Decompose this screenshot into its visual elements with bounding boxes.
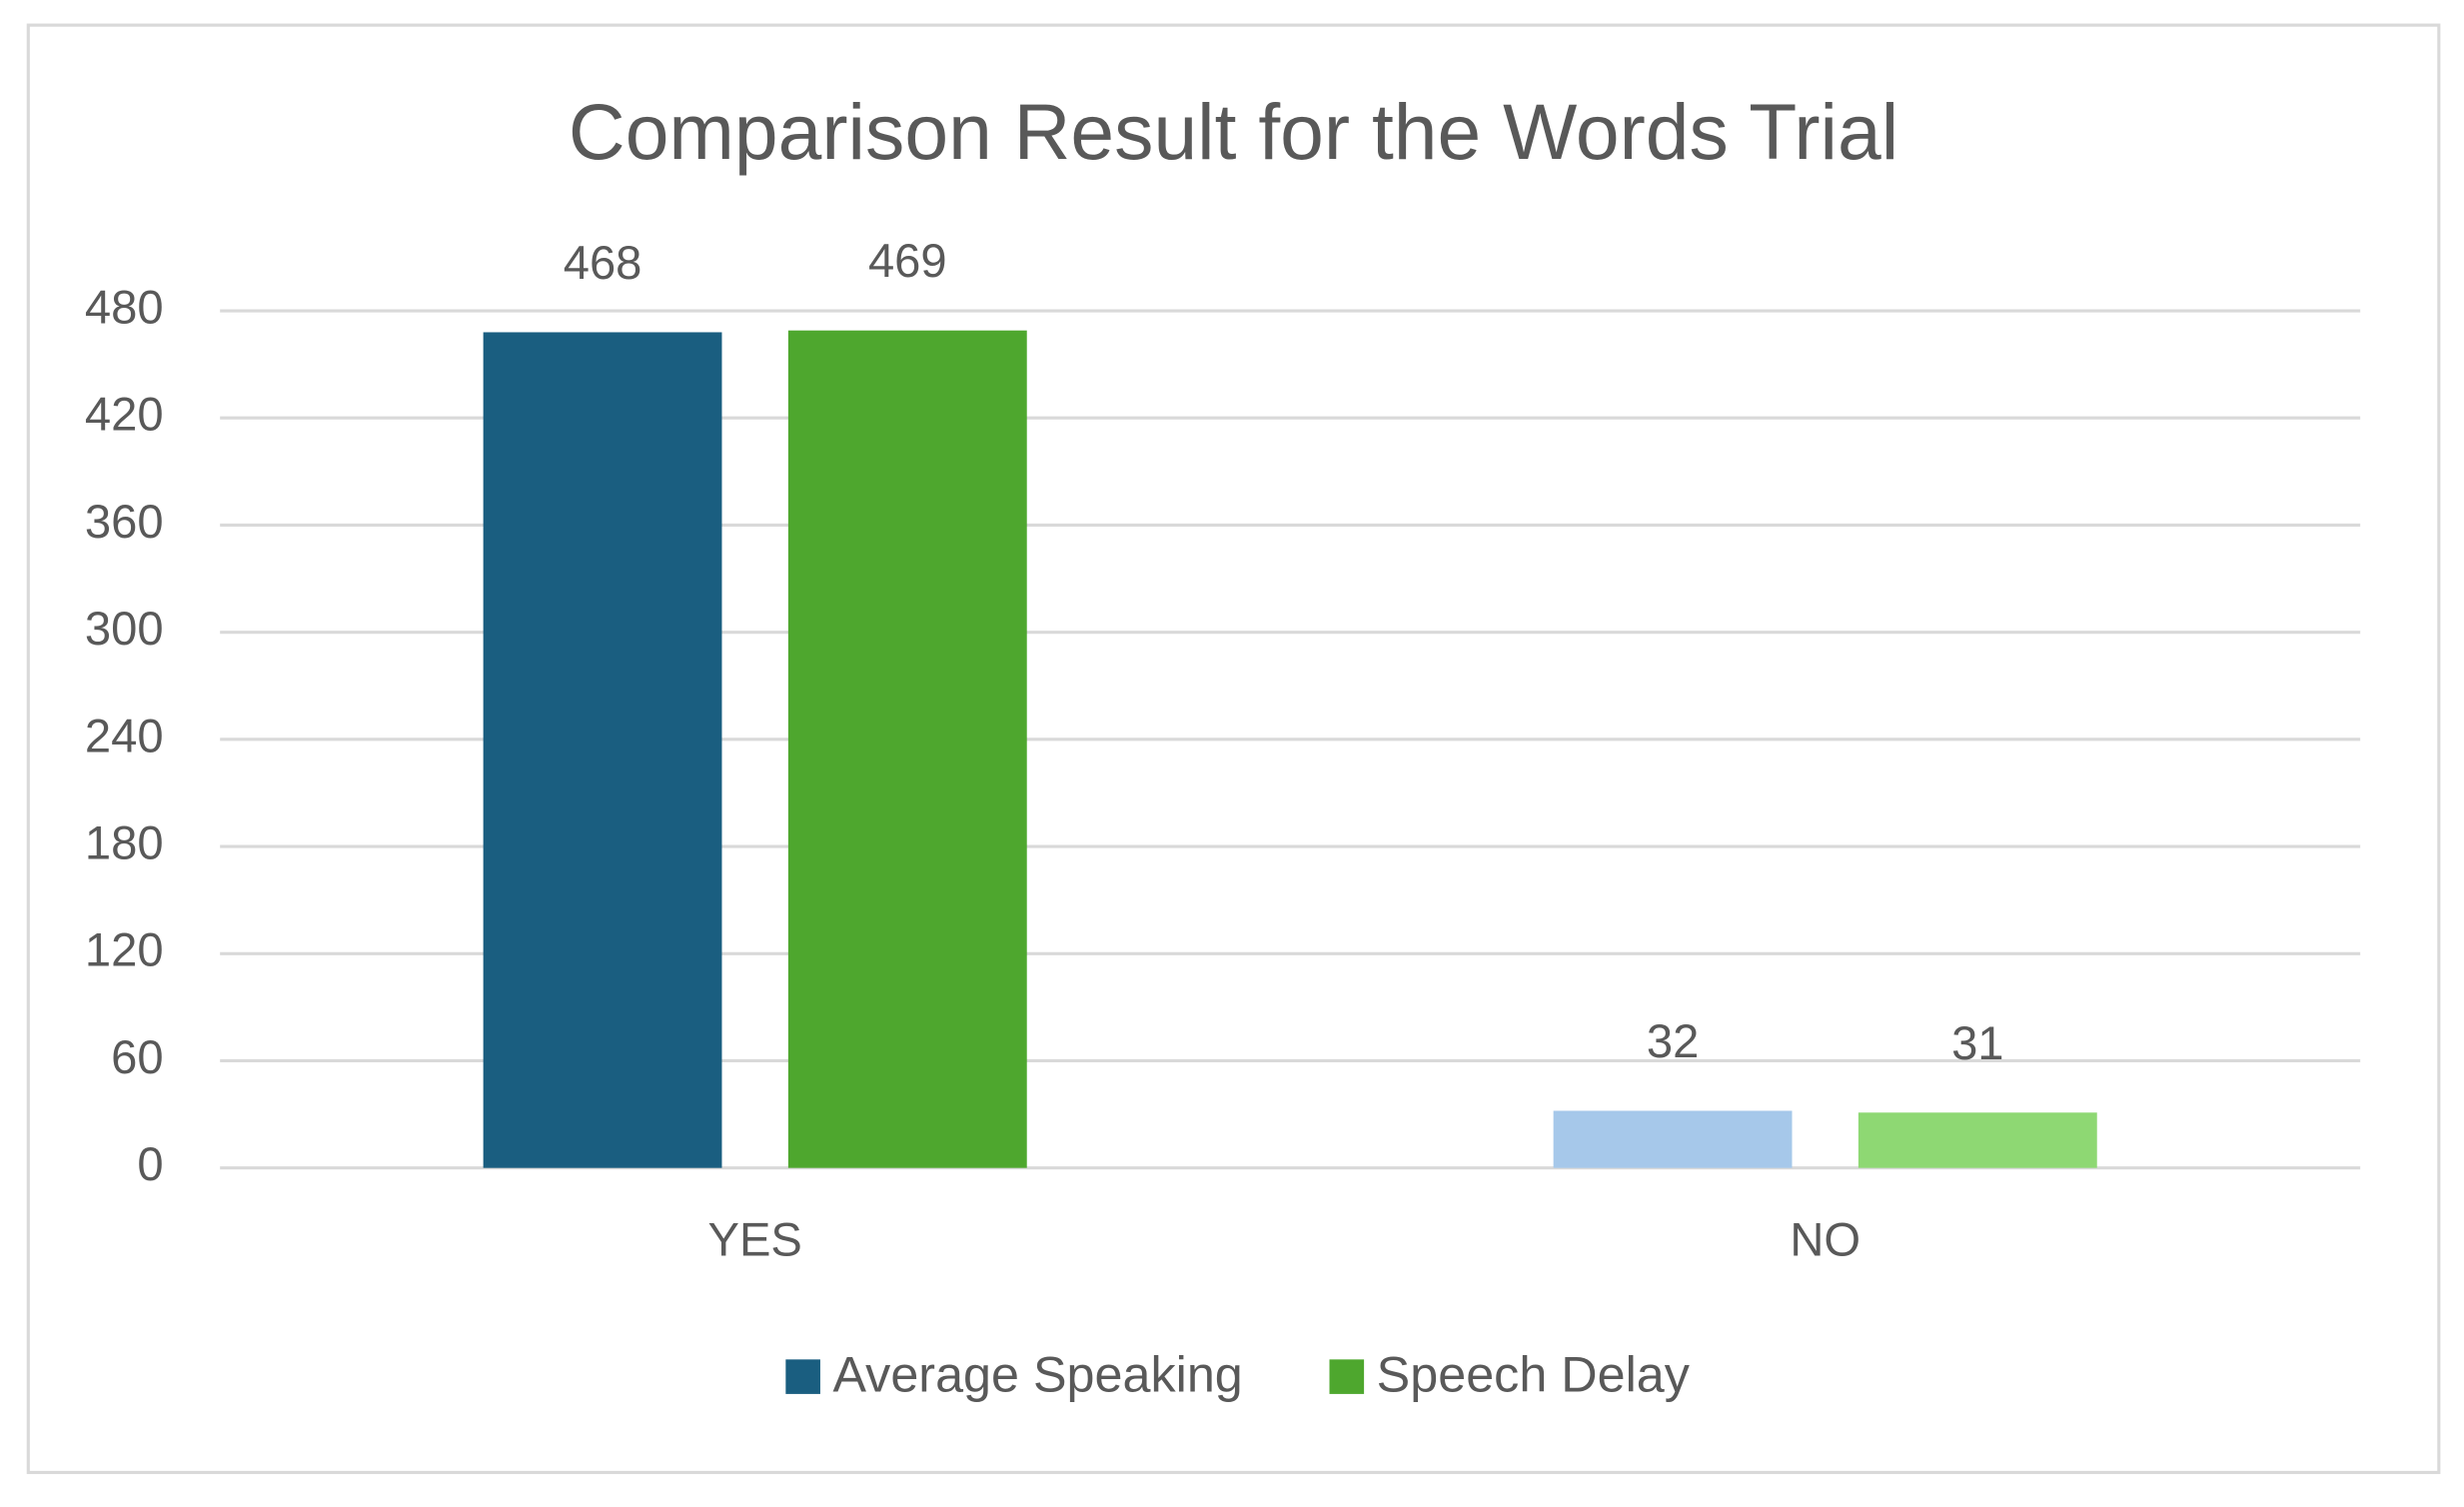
y-tick-label: 420: [85, 388, 164, 441]
bar: [1553, 1110, 1793, 1168]
y-tick-label: 180: [85, 816, 164, 869]
y-tick-label: 480: [85, 280, 164, 333]
x-tick-label: YES: [707, 1213, 801, 1266]
y-tick-label: 360: [85, 495, 164, 548]
data-label: 468: [564, 236, 642, 289]
chart-frame: [26, 23, 2441, 1475]
data-label: 469: [868, 234, 947, 287]
y-tick-label: 60: [111, 1030, 163, 1083]
y-tick-label: 120: [85, 923, 164, 976]
legend-label: Average Speaking: [833, 1345, 1243, 1402]
legend-swatch: [785, 1359, 820, 1394]
y-tick-label: 240: [85, 709, 164, 761]
y-tick-label: 300: [85, 602, 164, 655]
bar: [787, 330, 1027, 1168]
data-label: 31: [1951, 1016, 2003, 1069]
bar: [1857, 1112, 2097, 1168]
legend-swatch: [1329, 1359, 1365, 1394]
bar: [483, 332, 722, 1168]
chart-title: Comparison Result for the Words Trial: [569, 88, 1898, 176]
legend-label: Speech Delay: [1377, 1345, 1691, 1402]
x-tick-label: NO: [1790, 1213, 1860, 1266]
data-label: 32: [1647, 1014, 1699, 1067]
y-tick-label: 0: [137, 1137, 163, 1190]
